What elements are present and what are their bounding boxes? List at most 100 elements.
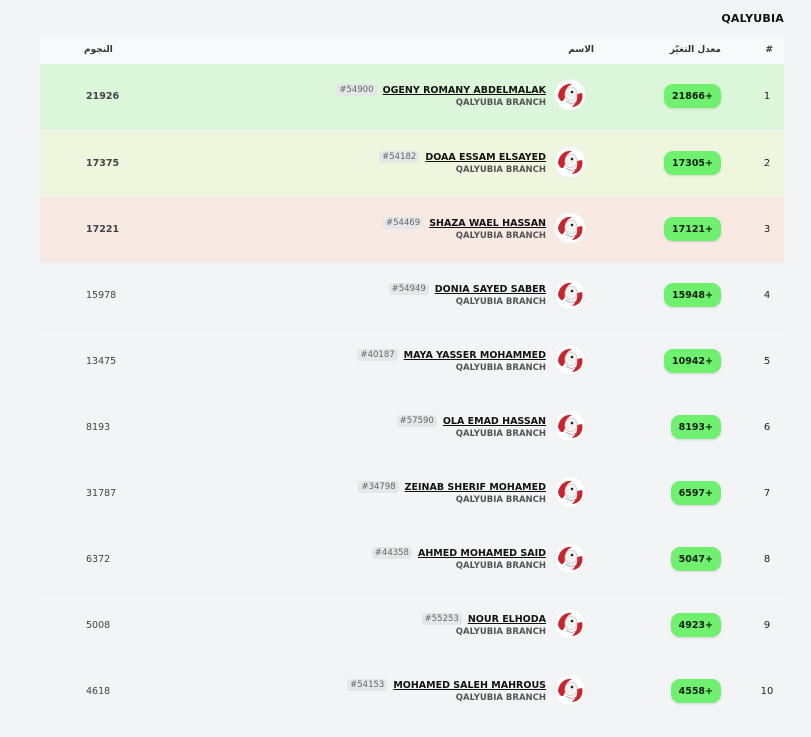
member-id-badge: #44358 (371, 547, 412, 559)
member-branch: QALYUBIA BRANCH (455, 693, 546, 703)
header-rank: # (765, 45, 773, 55)
member-name-line: SHAZA WAEL HASSAN #54469 (383, 217, 546, 229)
table-row: 7 6597+ ZEINAB SHERIF MOHAMED #34798 QAL… (40, 460, 784, 526)
rate-badge: 17305+ (663, 151, 721, 175)
avatar-icon (555, 345, 585, 375)
member-name-line: DOAA ESSAM ELSAYED #54182 (379, 151, 546, 163)
avatar[interactable] (555, 675, 585, 705)
member-branch: QALYUBIA BRANCH (455, 561, 546, 571)
avatar[interactable] (555, 147, 585, 177)
member-branch: QALYUBIA BRANCH (455, 627, 546, 637)
member-name-link[interactable]: NOUR ELHODA (467, 613, 546, 625)
rate-badge: 4923+ (670, 613, 721, 637)
table-row: 9 4923+ NOUR ELHODA #55253 QALYUBIA BRAN… (40, 592, 784, 658)
rate-badge: 10942+ (663, 349, 721, 373)
avatar-icon (555, 213, 585, 243)
rate-badge: 8193+ (670, 415, 721, 439)
leaderboard-table: # معدل التغيّر الاسم النجوم 1 21866+ OGE… (40, 37, 784, 724)
member-name-line: MOHAMED SALEH MAHROUS #54153 (347, 679, 546, 691)
member-branch: QALYUBIA BRANCH (455, 165, 546, 175)
rank-number: 9 (763, 620, 771, 631)
avatar[interactable] (555, 80, 585, 110)
stars-value: 13475 (86, 356, 117, 367)
rank-number: 6 (763, 422, 771, 433)
rate-badge: 21866+ (663, 84, 721, 108)
table-header: # معدل التغيّر الاسم النجوم (40, 37, 784, 64)
avatar-icon (555, 147, 585, 177)
header-name: الاسم (568, 45, 594, 55)
member-id-badge: #54900 (336, 84, 377, 96)
rank-number: 4 (763, 290, 771, 301)
avatar-icon (555, 80, 585, 110)
table-row: 10 4558+ MOHAMED SALEH MAHROUS #54153 QA… (40, 658, 784, 724)
avatar-icon (555, 675, 585, 705)
member-name-link[interactable]: OLA EMAD HASSAN (442, 415, 546, 427)
member-id-badge: #57590 (396, 415, 437, 427)
member-name-link[interactable]: MOHAMED SALEH MAHROUS (393, 679, 546, 691)
table-body: 1 21866+ OGENY ROMANY ABDELMALAK #54900 … (40, 64, 784, 724)
member-branch: QALYUBIA BRANCH (455, 495, 546, 505)
stars-value: 5008 (86, 620, 111, 631)
stars-value: 31787 (86, 488, 117, 499)
table-row: 6 8193+ OLA EMAD HASSAN #57590 QALYUBIA … (40, 394, 784, 460)
member-name-line: MAYA YASSER MOHAMMED #40187 (357, 349, 546, 361)
rank-number: 5 (763, 356, 771, 367)
stars-value: 17221 (86, 224, 120, 235)
avatar-icon (555, 477, 585, 507)
member-name-line: DONIA SAYED SABER #54949 (388, 283, 546, 295)
rate-badge: 4558+ (670, 679, 721, 703)
avatar[interactable] (555, 345, 585, 375)
member-name-link[interactable]: ZEINAB SHERIF MOHAMED (404, 481, 546, 493)
member-name-line: OLA EMAD HASSAN #57590 (396, 415, 546, 427)
stars-value: 4618 (86, 686, 111, 697)
stars-value: 17375 (86, 158, 120, 169)
member-name-line: NOUR ELHODA #55253 (421, 613, 546, 625)
member-id-badge: #34798 (358, 481, 399, 493)
rank-number: 3 (763, 224, 771, 235)
header-stars: النجوم (84, 45, 113, 55)
table-row: 4 15948+ DONIA SAYED SABER #54949 QALYUB… (40, 262, 784, 328)
member-name-line: OGENY ROMANY ABDELMALAK #54900 (336, 84, 546, 96)
table-row: 8 5047+ AHMED MOHAMED SAID #44358 QALYUB… (40, 526, 784, 592)
stars-value: 8193 (86, 422, 111, 433)
stars-value: 15978 (86, 290, 117, 301)
avatar-icon (555, 543, 585, 573)
rate-badge: 5047+ (670, 547, 721, 571)
avatar[interactable] (555, 477, 585, 507)
rate-badge: 17121+ (663, 217, 721, 241)
table-row: 3 17121+ SHAZA WAEL HASSAN #54469 QALYUB… (40, 196, 784, 262)
member-name-link[interactable]: MAYA YASSER MOHAMMED (403, 349, 546, 361)
avatar[interactable] (555, 213, 585, 243)
member-id-badge: #55253 (421, 613, 462, 625)
member-name-link[interactable]: OGENY ROMANY ABDELMALAK (382, 84, 546, 96)
member-branch: QALYUBIA BRANCH (455, 429, 546, 439)
member-name-link[interactable]: DOAA ESSAM ELSAYED (425, 151, 546, 163)
member-id-badge: #40187 (357, 349, 398, 361)
header-rate: معدل التغيّر (669, 45, 721, 55)
member-id-badge: #54153 (347, 679, 388, 691)
avatar-icon (555, 279, 585, 309)
member-branch: QALYUBIA BRANCH (455, 297, 546, 307)
rate-badge: 15948+ (663, 283, 721, 307)
avatar-icon (555, 411, 585, 441)
member-branch: QALYUBIA BRANCH (455, 231, 546, 241)
table-row: 2 17305+ DOAA ESSAM ELSAYED #54182 QALYU… (40, 130, 784, 196)
member-id-badge: #54469 (383, 217, 424, 229)
avatar[interactable] (555, 279, 585, 309)
rank-number: 10 (760, 686, 774, 697)
member-branch: QALYUBIA BRANCH (455, 363, 546, 373)
stars-value: 6372 (86, 554, 111, 565)
table-row: 5 10942+ MAYA YASSER MOHAMMED #40187 QAL… (40, 328, 784, 394)
avatar[interactable] (555, 609, 585, 639)
member-name-line: AHMED MOHAMED SAID #44358 (371, 547, 546, 559)
member-name-line: ZEINAB SHERIF MOHAMED #34798 (358, 481, 546, 493)
rank-number: 1 (763, 91, 771, 102)
member-id-badge: #54182 (379, 151, 420, 163)
avatar[interactable] (555, 543, 585, 573)
rank-number: 2 (763, 158, 771, 169)
member-name-link[interactable]: SHAZA WAEL HASSAN (429, 217, 546, 229)
member-name-link[interactable]: DONIA SAYED SABER (434, 283, 546, 295)
avatar[interactable] (555, 411, 585, 441)
member-name-link[interactable]: AHMED MOHAMED SAID (417, 547, 546, 559)
stars-value: 21926 (86, 91, 120, 102)
